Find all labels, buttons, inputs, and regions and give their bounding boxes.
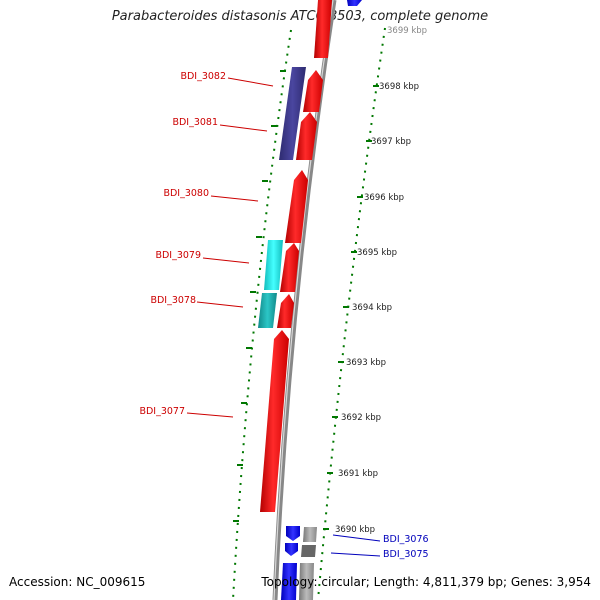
- gene-labels-right: BDI_3076 BDI_3075: [383, 534, 429, 560]
- cds-blue-3075: [285, 543, 298, 556]
- feature-block-cyan: [264, 240, 283, 290]
- accession-label: Accession: NC_009615: [9, 575, 146, 589]
- kbp-tick-label: 3690 kbp: [335, 525, 375, 535]
- gene-label[interactable]: BDI_3079: [155, 250, 201, 261]
- cds-arrow-3078: [277, 294, 294, 328]
- cds-blue-bottom: [281, 563, 297, 600]
- cds-arrow-3080: [285, 170, 308, 243]
- kbp-tick-label: 3692 kbp: [341, 413, 381, 423]
- cds-blue-3076: [286, 526, 300, 541]
- feature-grey-blocks: [299, 527, 317, 600]
- kbp-tick-label: 3699 kbp: [387, 26, 427, 36]
- cds-arrow-3077: [260, 330, 289, 512]
- kbp-tick-label: 3697 kbp: [371, 137, 411, 147]
- cds-arrow-3079: [280, 243, 299, 292]
- genome-summary-label: Topology: circular; Length: 4,811,379 bp…: [261, 575, 591, 589]
- gene-label[interactable]: BDI_3076: [383, 534, 429, 545]
- outer-tick-ring-right: [317, 27, 386, 600]
- cds-arrow-3082: [303, 70, 323, 112]
- cds-arrow-3081: [296, 112, 317, 160]
- cds-blue-top-partial: [347, 0, 362, 6]
- gene-leader-lines-right: [330, 534, 381, 557]
- kbp-tick-label: 3696 kbp: [364, 193, 404, 203]
- right-ring-dashes: [323, 85, 379, 530]
- kbp-tick-label: 3693 kbp: [346, 358, 386, 368]
- gene-label[interactable]: BDI_3080: [163, 188, 209, 199]
- gene-label[interactable]: BDI_3077: [139, 406, 185, 417]
- gene-labels-left: BDI_3082 BDI_3081 BDI_3080 BDI_3079 BDI_3078…: [139, 71, 226, 417]
- cds-top-partial: [314, 0, 332, 58]
- kbp-tick-label: 3698 kbp: [379, 82, 419, 92]
- map-title: Parabacteroides distasonis ATCC 8503, co…: [111, 9, 489, 24]
- gene-label[interactable]: BDI_3075: [383, 549, 429, 560]
- gene-label[interactable]: BDI_3078: [150, 295, 196, 306]
- kbp-tick-label: 3694 kbp: [352, 303, 392, 313]
- left-ring-dashes: [233, 70, 286, 522]
- kbp-tick-labels: 3699 kbp 3698 kbp 3697 kbp 3696 kbp 3695 kbp…: [335, 26, 427, 535]
- gene-label[interactable]: BDI_3082: [180, 71, 226, 82]
- gene-leader-lines-left: [186, 77, 274, 418]
- feature-block-purple: [279, 67, 306, 160]
- kbp-tick-label: 3691 kbp: [338, 469, 378, 479]
- gene-label[interactable]: BDI_3081: [172, 117, 218, 128]
- kbp-tick-label: 3695 kbp: [357, 248, 397, 258]
- feature-block-teal: [258, 293, 277, 328]
